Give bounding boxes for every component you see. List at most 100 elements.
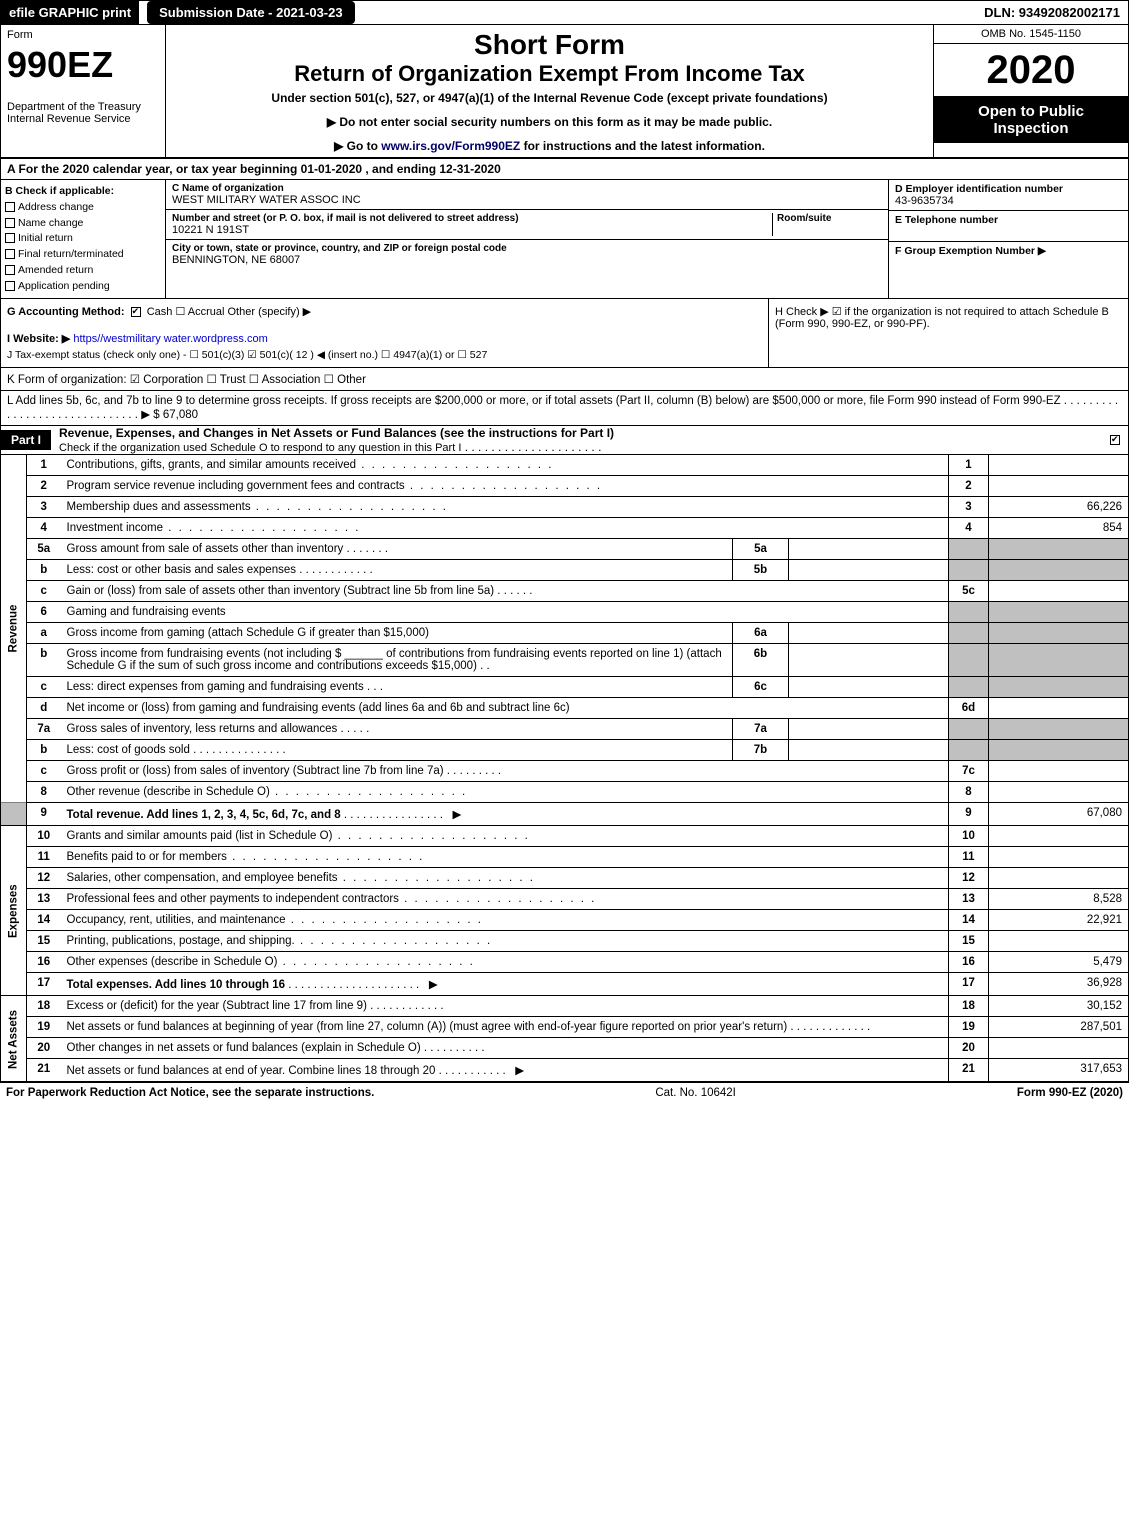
city-value: BENNINGTON, NE 68007 (172, 254, 882, 266)
form-header: Form 990EZ Department of the Treasury In… (0, 25, 1129, 159)
footer-form: Form 990-EZ (2020) (1017, 1087, 1123, 1099)
chk-final[interactable]: Final return/terminated (5, 247, 161, 263)
instruction-1: ▶ Do not enter social security numbers o… (170, 115, 929, 129)
row-gh: G Accounting Method: Cash ☐ Accrual Othe… (0, 299, 1129, 368)
room-label: Room/suite (777, 213, 882, 224)
form-label: Form (7, 29, 159, 41)
group-exemption-label: F Group Exemption Number ▶ (895, 245, 1122, 257)
line-7b-desc: Less: cost of goods sold (67, 744, 190, 756)
header-left: Form 990EZ Department of the Treasury In… (1, 25, 166, 157)
instr2-post: for instructions and the latest informat… (524, 139, 765, 153)
header-right: OMB No. 1545-1150 2020 Open to Public In… (933, 25, 1128, 157)
line-6a-desc: Gross income from gaming (attach Schedul… (67, 627, 429, 639)
box-b: B Check if applicable: Address change Na… (1, 180, 166, 298)
line-10-desc: Grants and similar amounts paid (list in… (67, 830, 333, 842)
line-6-desc: Gaming and fundraising events (61, 602, 949, 623)
line-21-val: 317,653 (989, 1059, 1129, 1082)
city-label: City or town, state or province, country… (172, 243, 882, 254)
line-3-desc: Membership dues and assessments (67, 501, 251, 513)
dln-text: DLN: 93492082002171 (976, 1, 1128, 24)
line-1-val (989, 455, 1129, 476)
chk-address[interactable]: Address change (5, 200, 161, 216)
line-18-val: 30,152 (989, 996, 1129, 1017)
line-6b-desc: Gross income from fundraising events (no… (67, 648, 722, 672)
row-l: L Add lines 5b, 6c, and 7b to line 9 to … (0, 391, 1129, 426)
part1-title: Revenue, Expenses, and Changes in Net As… (51, 426, 1110, 454)
line-5a-desc: Gross amount from sale of assets other t… (67, 543, 344, 555)
line-1-desc: Contributions, gifts, grants, and simila… (67, 459, 357, 471)
line-19-val: 287,501 (989, 1017, 1129, 1038)
row-h: H Check ▶ ☑ if the organization is not r… (768, 299, 1128, 367)
line-16-val: 5,479 (989, 952, 1129, 973)
section-net-assets: Net Assets (1, 996, 27, 1082)
line-14-val: 22,921 (989, 910, 1129, 931)
footer-left: For Paperwork Reduction Act Notice, see … (6, 1087, 374, 1099)
line-6c-desc: Less: direct expenses from gaming and fu… (67, 681, 364, 693)
line-3-val: 66,226 (989, 497, 1129, 518)
org-name: WEST MILITARY WATER ASSOC INC (172, 194, 882, 206)
omb-number: OMB No. 1545-1150 (934, 25, 1128, 44)
website-link[interactable]: https//westmilitary water.wordpress.com (73, 333, 267, 345)
telephone-label: E Telephone number (895, 214, 1122, 226)
line-7c-desc: Gross profit or (loss) from sales of inv… (67, 765, 444, 777)
part1-checkbox[interactable] (1110, 435, 1120, 445)
top-bar: efile GRAPHIC print Submission Date - 20… (0, 0, 1129, 25)
open-public-badge: Open to Public Inspection (934, 97, 1128, 143)
line-4-val: 854 (989, 518, 1129, 539)
line-7a-desc: Gross sales of inventory, less returns a… (67, 723, 338, 735)
efile-badge[interactable]: efile GRAPHIC print (1, 1, 139, 24)
line-5b-desc: Less: cost or other basis and sales expe… (67, 564, 297, 576)
accounting-opts: Cash ☐ Accrual Other (specify) ▶ (147, 306, 311, 318)
line-4-desc: Investment income (67, 522, 164, 534)
row-l-amount: 67,080 (163, 409, 198, 421)
row-g: G Accounting Method: Cash ☐ Accrual Othe… (1, 299, 768, 367)
line-1-num: 1 (949, 455, 989, 476)
line-8-desc: Other revenue (describe in Schedule O) (67, 786, 270, 798)
line-17-desc: Total expenses. Add lines 10 through 16 (67, 979, 286, 991)
short-form-title: Short Form (170, 29, 929, 61)
dept-irs: Internal Revenue Service (7, 113, 159, 125)
header-center: Short Form Return of Organization Exempt… (166, 25, 933, 157)
dept-treasury: Department of the Treasury (7, 101, 159, 113)
form-number: 990EZ (7, 47, 159, 83)
row-k: K Form of organization: ☑ Corporation ☐ … (0, 368, 1129, 391)
line-9-desc: Total revenue. Add lines 1, 2, 3, 4, 5c,… (67, 809, 341, 821)
line-2-desc: Program service revenue including govern… (67, 480, 405, 492)
submission-date-badge: Submission Date - 2021-03-23 (147, 1, 355, 24)
line-13-val: 8,528 (989, 889, 1129, 910)
footer-cat: Cat. No. 10642I (374, 1087, 1017, 1099)
street-label: Number and street (or P. O. box, if mail… (172, 213, 772, 224)
chk-cash[interactable] (131, 307, 141, 317)
info-grid: B Check if applicable: Address change Na… (0, 180, 1129, 299)
line-6d-desc: Net income or (loss) from gaming and fun… (61, 698, 949, 719)
instruction-2: ▶ Go to www.irs.gov/Form990EZ for instru… (170, 139, 929, 153)
line-5c-desc: Gain or (loss) from sale of assets other… (67, 585, 495, 597)
box-c: C Name of organization WEST MILITARY WAT… (166, 180, 888, 298)
box-def: D Employer identification number 43-9635… (888, 180, 1128, 298)
instr2-pre: ▶ Go to (334, 139, 381, 153)
chk-name[interactable]: Name change (5, 216, 161, 232)
tax-year: 2020 (934, 44, 1128, 97)
page-footer: For Paperwork Reduction Act Notice, see … (0, 1082, 1129, 1103)
chk-amended[interactable]: Amended return (5, 263, 161, 279)
line-17-val: 36,928 (989, 973, 1129, 996)
section-expenses: Expenses (1, 826, 27, 996)
section-revenue: Revenue (1, 455, 27, 803)
org-name-label: C Name of organization (172, 183, 882, 194)
part1-sub: Check if the organization used Schedule … (59, 442, 461, 454)
street-value: 10221 N 191ST (172, 224, 772, 236)
box-b-title: B Check if applicable: (5, 184, 161, 200)
chk-pending[interactable]: Application pending (5, 279, 161, 295)
ein-label: D Employer identification number (895, 183, 1122, 195)
website-label: I Website: ▶ (7, 333, 70, 345)
subtitle: Under section 501(c), 527, or 4947(a)(1)… (170, 91, 929, 105)
line-9-val: 67,080 (989, 803, 1129, 826)
main-title: Return of Organization Exempt From Incom… (170, 61, 929, 87)
irs-link[interactable]: www.irs.gov/Form990EZ (381, 139, 520, 153)
calendar-year-row: A For the 2020 calendar year, or tax yea… (0, 159, 1129, 180)
part1-header: Part I Revenue, Expenses, and Changes in… (0, 426, 1129, 455)
ein-value: 43-9635734 (895, 195, 1122, 207)
row-j: J Tax-exempt status (check only one) - ☐… (7, 349, 762, 361)
chk-initial[interactable]: Initial return (5, 231, 161, 247)
lines-table: Revenue 1 Contributions, gifts, grants, … (0, 455, 1129, 1082)
